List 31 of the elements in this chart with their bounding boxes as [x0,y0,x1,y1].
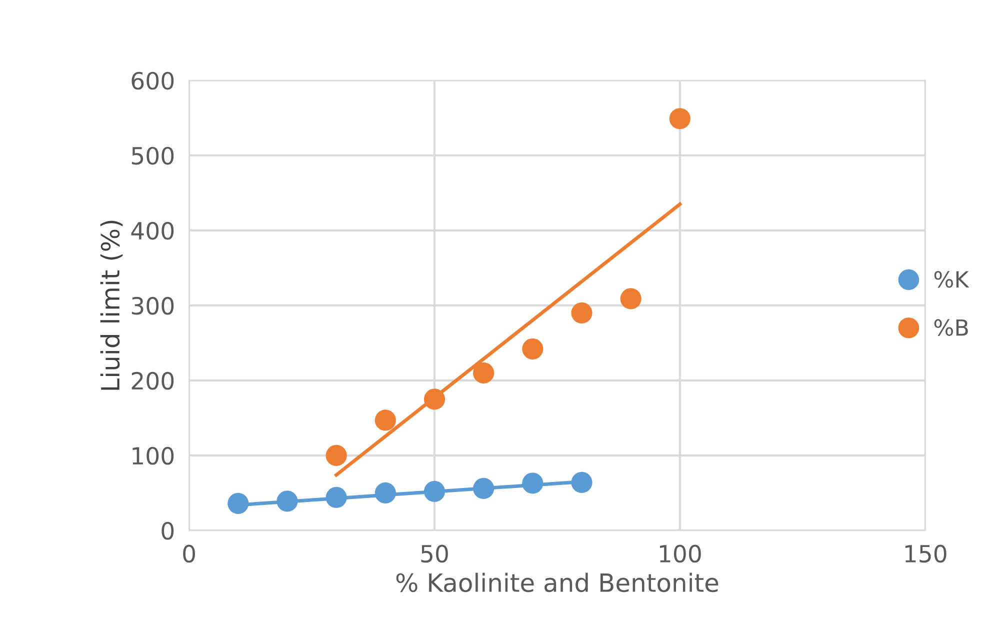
point [424,388,446,410]
point [522,338,544,360]
x-tick-label: 0 [183,544,195,563]
legend-label: %K [934,270,970,288]
y-tick-label: 600 [132,72,174,90]
x-tick-label: 150 [905,544,946,563]
point [228,492,249,514]
point [276,490,298,512]
point [473,362,494,384]
point [620,288,642,310]
point [326,486,347,508]
legend-label: %B [934,319,968,336]
point [669,108,690,130]
point [374,482,396,504]
y-tick-label: 200 [132,372,174,390]
y-tick-label: 500 [132,146,174,165]
x-axis-title: % Kaolinite and Bentonite [396,572,718,592]
y-axis-title: Liuid limit (%) [100,220,123,390]
x-tick-label: 100 [660,544,701,563]
point [326,444,347,466]
y-tick-label: 400 [131,222,174,240]
y-tick-label: 300 [132,296,174,315]
point [571,472,592,493]
y-tick-label: 0 [162,522,174,540]
point [473,478,494,499]
y-tick-label: 100 [132,446,174,465]
x-tick-label: 50 [421,544,448,563]
point [571,302,592,324]
point [522,472,544,494]
point [374,410,396,431]
point [424,480,446,502]
